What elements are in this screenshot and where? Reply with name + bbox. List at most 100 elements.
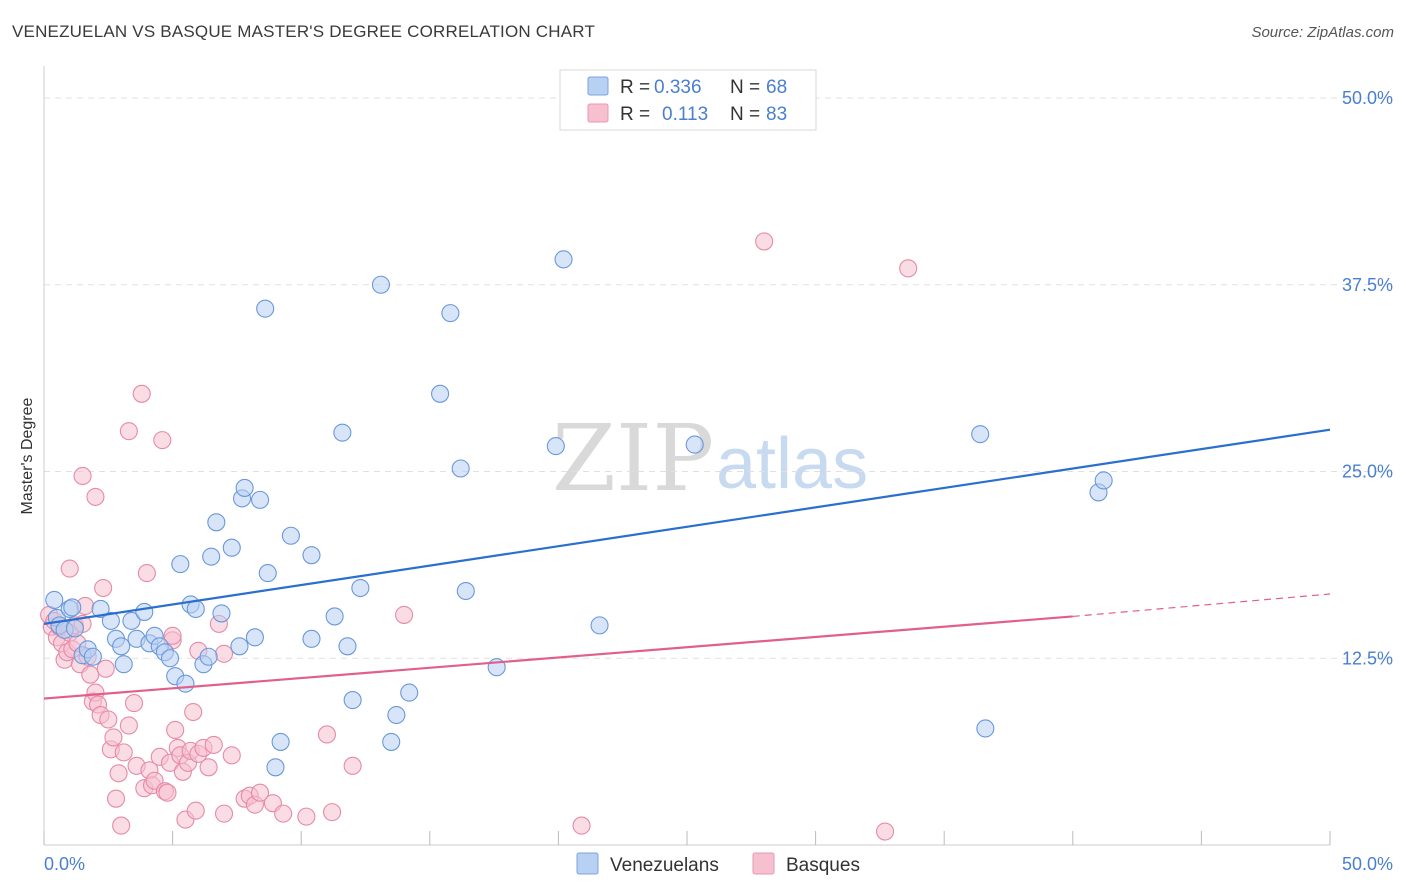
chart-title: VENEZUELAN VS BASQUE MASTER'S DEGREE COR… <box>12 22 596 41</box>
venezuelans-point-56 <box>441 304 460 323</box>
legend-blue-n-value: 68 <box>766 77 787 98</box>
y-tick-label-1: 25.0% <box>1342 462 1393 482</box>
basques-point-39 <box>153 431 172 450</box>
legend-pink-n-value: 83 <box>766 104 787 125</box>
venezuelans-point-38 <box>250 490 270 509</box>
legend-pink-r-label: R = <box>620 104 650 125</box>
basques-point-70 <box>395 605 414 624</box>
basques-point-31 <box>124 694 144 713</box>
venezuelans-point-65 <box>976 719 995 738</box>
basques-point-55 <box>199 758 218 777</box>
venezuelans-point-0 <box>45 590 64 610</box>
venezuelans-point-40 <box>258 564 277 583</box>
venezuelans-trendline <box>43 428 1331 625</box>
basques-point-72 <box>755 232 774 251</box>
watermark-zip: ZIP <box>552 405 714 512</box>
basques-point-82 <box>214 644 234 663</box>
basques-point-16 <box>81 665 100 684</box>
series-legend-venezuelans-swatch <box>576 852 599 875</box>
basques-point-80 <box>163 626 182 645</box>
venezuelans-point-39 <box>256 299 275 318</box>
venezuelans-point-45 <box>302 629 321 648</box>
basques-point-26 <box>106 789 126 808</box>
venezuelans-point-51 <box>371 275 390 294</box>
basques-point-65 <box>274 804 293 823</box>
venezuelans-point-50 <box>351 578 370 598</box>
venezuelans-point-67 <box>1094 471 1113 490</box>
venezuelans-point-6 <box>65 619 84 638</box>
venezuelans-point-11 <box>101 611 120 630</box>
basques-point-69 <box>343 756 362 775</box>
stats-legend: R = 0.336 N = 68 R = 0.113 N = 83 <box>559 69 817 131</box>
venezuelans-point-13 <box>112 637 131 656</box>
venezuelans-point-34 <box>230 637 249 656</box>
legend-pink-r-value: 0.113 <box>662 104 708 125</box>
basques-point-58 <box>214 804 234 823</box>
venezuelans-point-9 <box>83 647 102 666</box>
venezuelans-point-57 <box>451 459 470 478</box>
venezuelans-point-55 <box>431 384 450 403</box>
basques-point-56 <box>204 735 223 754</box>
watermark: ZIP atlas <box>552 405 868 512</box>
venezuelans-point-43 <box>281 526 300 545</box>
venezuelans-point-24 <box>171 555 190 574</box>
venezuelans-point-27 <box>186 599 205 618</box>
basques-point-28 <box>112 816 131 835</box>
venezuelans-point-61 <box>554 250 573 269</box>
basques-point-23 <box>99 710 118 729</box>
basques-trendline-extension <box>1072 593 1331 618</box>
basques-point-66 <box>297 807 316 826</box>
basques-point-77 <box>86 487 105 506</box>
venezuelans-point-44 <box>302 546 321 565</box>
basques-point-73 <box>899 259 918 278</box>
venezuelans-point-47 <box>333 423 352 442</box>
venezuelans-point-52 <box>382 732 401 751</box>
venezuelans-point-29 <box>199 647 218 666</box>
venezuelans-point-17 <box>135 602 154 621</box>
series-legend-basques: Basques <box>786 855 860 876</box>
venezuelans-point-46 <box>325 607 344 626</box>
series-legend-basques-swatch <box>752 852 775 875</box>
legend-blue-r-value: 0.336 <box>654 77 702 98</box>
legend-blue-n-label: N = <box>730 77 760 98</box>
venezuelans-point-63 <box>685 435 704 454</box>
venezuelans-point-5 <box>63 598 82 617</box>
venezuelans-point-10 <box>91 599 110 618</box>
venezuelans-point-15 <box>122 611 141 630</box>
venezuelans-point-25 <box>176 674 195 693</box>
source-label: Source: ZipAtlas.com <box>1251 24 1394 41</box>
venezuelans-point-22 <box>160 649 180 668</box>
y-tick-label-3: 50.0% <box>1342 88 1393 108</box>
basques-point-21 <box>94 578 113 598</box>
venezuelans-point-37 <box>245 628 264 647</box>
venezuelans-point-49 <box>343 691 362 710</box>
basques-point-33 <box>132 384 151 403</box>
axes <box>43 66 1331 846</box>
legend-blue-swatch <box>587 76 609 96</box>
venezuelans-point-30 <box>202 547 221 566</box>
venezuelans-point-14 <box>114 655 133 674</box>
venezuelans-point-48 <box>338 637 357 656</box>
venezuelans-point-31 <box>207 513 226 532</box>
legend-pink-n-label: N = <box>730 104 760 125</box>
basques-point-51 <box>184 702 203 722</box>
basques-point-59 <box>222 746 241 765</box>
venezuelans-point-42 <box>271 732 290 751</box>
venezuelans-point-64 <box>971 425 990 444</box>
basques-point-76 <box>73 466 92 486</box>
series-legend-venezuelans: Venezuelans <box>610 855 719 876</box>
basques-trendline <box>43 615 1073 700</box>
basques-point-44 <box>166 720 185 740</box>
venezuelans-point-36 <box>235 478 254 497</box>
basques-points <box>40 232 918 841</box>
basques-point-79 <box>137 564 156 583</box>
basques-point-71 <box>572 816 591 835</box>
venezuelans-point-33 <box>222 538 241 557</box>
venezuelans-point-32 <box>212 604 231 623</box>
basques-point-63 <box>250 783 270 802</box>
basques-point-41 <box>158 783 177 802</box>
basques-point-78 <box>119 422 138 441</box>
venezuelans-point-53 <box>387 705 406 725</box>
basques-point-52 <box>186 801 205 820</box>
